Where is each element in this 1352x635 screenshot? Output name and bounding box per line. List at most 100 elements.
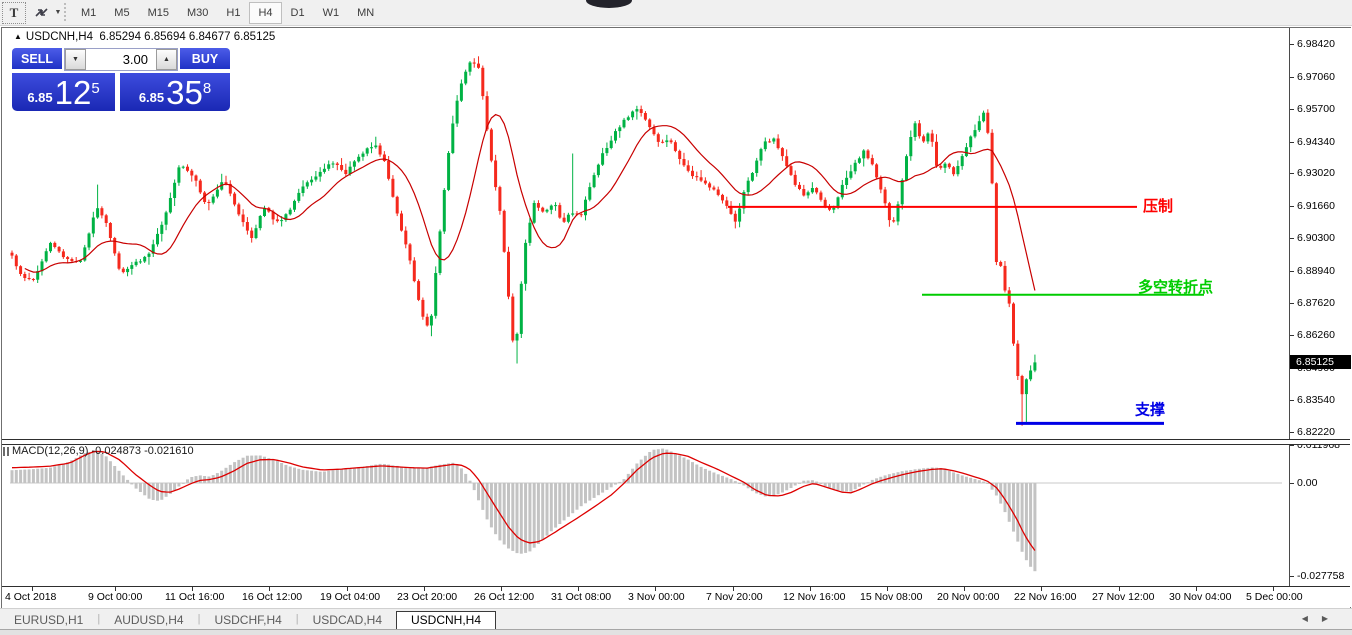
time-axis-label: 9 Oct 00:00 — [88, 591, 143, 603]
macd-bar — [485, 483, 489, 520]
pivot-label[interactable]: 多空转折点 — [1138, 278, 1213, 296]
macd-bar — [755, 483, 759, 494]
candle-body — [768, 141, 772, 143]
price-axis-label: 6.98420 — [1297, 38, 1335, 50]
collapse-triangle-icon[interactable]: ▲ — [14, 32, 22, 41]
macd-bar — [643, 455, 647, 483]
candle-body — [828, 206, 831, 210]
macd-bar — [956, 473, 960, 483]
candle-body — [104, 215, 108, 223]
macd-bar — [404, 467, 408, 483]
timeframe-button-m30[interactable]: M30 — [186, 7, 209, 19]
candle-body — [669, 140, 673, 143]
macd-bar — [66, 462, 70, 483]
timeframe-button-m15[interactable]: M15 — [147, 7, 169, 19]
macd-bar — [241, 457, 245, 483]
price-axis-tick — [1290, 271, 1294, 272]
candle-body — [40, 261, 44, 272]
tab-scroll-left-icon[interactable]: ◀ — [1301, 614, 1322, 623]
timeframe-button-w1[interactable]: W1 — [322, 7, 340, 19]
buy-price-button[interactable]: 6.85 35 8 — [120, 73, 230, 111]
sell-button[interactable]: SELL — [12, 48, 62, 71]
time-axis-tick — [501, 587, 502, 591]
volume-increase-button[interactable]: ▲ — [156, 49, 177, 70]
volume-decrease-button[interactable]: ▼ — [65, 49, 86, 70]
macd-bar — [198, 475, 202, 483]
chart-tab-eurusd-h1[interactable]: EURUSD,H1 — [14, 613, 84, 627]
candle-body — [798, 184, 801, 189]
pane-divider[interactable] — [2, 439, 1350, 445]
candle-body — [408, 244, 412, 261]
timeframe-button-mn[interactable]: MN — [357, 7, 375, 19]
candle-body — [507, 251, 510, 297]
candle-body — [1012, 303, 1015, 344]
chart-tab-usdcad-h4[interactable]: USDCAD,H4 — [312, 613, 382, 627]
macd-bar — [823, 483, 827, 487]
macd-pane-grip[interactable] — [3, 447, 5, 456]
candle-body — [999, 262, 1003, 266]
candle-body — [464, 71, 468, 84]
candle-body — [909, 137, 913, 157]
candle-body — [905, 156, 908, 181]
macd-indicator-canvas[interactable] — [2, 443, 1289, 586]
timeframe-button-h4[interactable]: H4 — [249, 2, 282, 24]
candle-body — [130, 265, 134, 269]
tab-scroll-right-icon[interactable]: ▶ — [1321, 614, 1342, 623]
arrows-tool-button[interactable] — [30, 2, 52, 22]
candle-body — [738, 208, 742, 222]
macd-bar — [614, 483, 617, 485]
candle-body — [703, 180, 707, 184]
chart-tab-usdchf-h4[interactable]: USDCHF,H4 — [214, 613, 282, 627]
timeframe-button-h1[interactable]: H1 — [226, 7, 241, 19]
candle-body — [810, 188, 814, 193]
sell-price-button[interactable]: 6.85 12 5 — [12, 73, 115, 111]
text-tool-button[interactable]: T — [2, 2, 26, 24]
support-label[interactable]: 支撑 — [1134, 400, 1165, 418]
timeframe-button-m5[interactable]: M5 — [114, 7, 130, 19]
timeframe-button-d1[interactable]: D1 — [290, 7, 305, 19]
candle-body — [502, 210, 506, 252]
candle-body — [263, 207, 266, 216]
timeframe-button-m1[interactable]: M1 — [81, 7, 97, 19]
candle-body — [177, 167, 181, 183]
resistance-label[interactable]: 压制 — [1143, 197, 1173, 215]
candle-body — [1029, 370, 1033, 380]
candle-body — [695, 176, 699, 178]
price-axis-label: 6.93020 — [1297, 167, 1335, 179]
candle-body — [678, 150, 682, 159]
macd-bar — [828, 483, 831, 488]
candle-body — [515, 333, 519, 341]
time-axis-tick — [192, 587, 193, 591]
chart-tab-usdcnh-h4[interactable]: USDCNH,H4 — [396, 611, 497, 630]
candle-body — [186, 166, 189, 171]
ohlc-readout: 6.85294 6.85694 6.84677 6.85125 — [99, 31, 276, 43]
macd-bar — [1012, 483, 1015, 532]
macd-bar — [40, 468, 44, 483]
macd-bar — [400, 466, 403, 483]
macd-bar — [810, 480, 814, 483]
time-axis-label: 31 Oct 08:00 — [551, 591, 612, 603]
candle-body — [639, 109, 643, 113]
candle-body — [875, 164, 879, 178]
volume-input[interactable] — [86, 49, 156, 70]
macd-bar — [472, 483, 476, 491]
macd-bar — [605, 483, 609, 490]
macd-bar — [23, 469, 27, 483]
price-axis[interactable]: 6.98420 6.97060 6.95700 6.94340 6.93020 6.916… — [1289, 28, 1351, 607]
candle-body — [575, 213, 579, 215]
time-axis[interactable]: 4 Oct 2018 9 Oct 00:00 11 Oct 16:00 16 Oct … — [2, 586, 1350, 608]
chart-tab-audusd-h4[interactable]: AUDUSD,H4 — [114, 613, 184, 627]
candle-body — [404, 230, 408, 245]
candle-body — [1003, 265, 1007, 291]
candle-body — [785, 156, 789, 167]
macd-pane-grip[interactable] — [7, 447, 9, 456]
buy-button[interactable]: BUY — [180, 48, 230, 71]
arrows-dropdown-caret-icon[interactable]: ▼ — [54, 8, 62, 16]
candle-body — [922, 136, 926, 142]
candle-body — [990, 132, 994, 184]
macd-bar — [665, 449, 669, 483]
macd-bar — [584, 483, 587, 504]
price-axis-tick — [1290, 303, 1294, 304]
macd-bar — [1033, 483, 1037, 572]
